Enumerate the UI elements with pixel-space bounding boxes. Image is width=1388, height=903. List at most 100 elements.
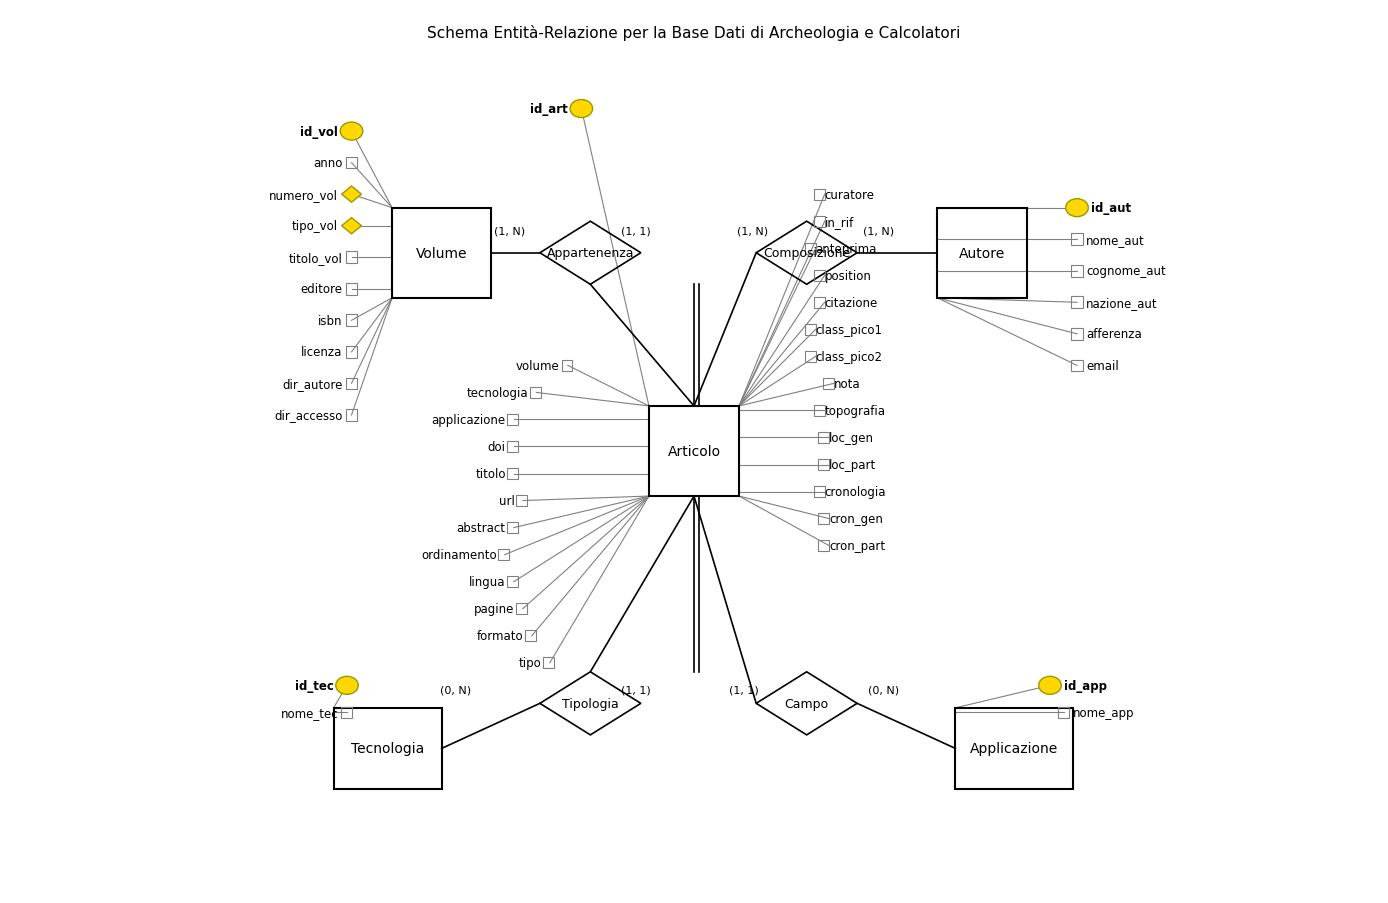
Text: (1, 1): (1, 1) [729, 685, 758, 695]
Text: in_rif: in_rif [824, 216, 854, 228]
Text: nome_tec: nome_tec [282, 706, 339, 719]
Bar [813, 217, 824, 228]
Text: Autore: Autore [959, 247, 1005, 260]
Text: nome_aut: nome_aut [1085, 234, 1145, 247]
Text: Composizione: Composizione [763, 247, 851, 260]
Bar [1058, 707, 1069, 718]
Text: titolo: titolo [475, 468, 505, 480]
Text: id_art: id_art [530, 103, 568, 116]
Bar [346, 347, 357, 358]
Bar [813, 405, 824, 416]
Bar [650, 406, 738, 497]
Text: Tecnologia: Tecnologia [351, 741, 425, 756]
Bar [526, 630, 536, 641]
Bar [333, 708, 441, 789]
Bar [1072, 234, 1083, 246]
Text: editore: editore [301, 283, 343, 296]
Text: anteprima: anteprima [816, 243, 877, 256]
Text: lingua: lingua [469, 575, 505, 589]
Text: pagine: pagine [475, 602, 515, 616]
Text: (1, N): (1, N) [737, 226, 768, 236]
Bar [1072, 297, 1083, 309]
Bar [346, 284, 357, 295]
Ellipse shape [340, 123, 362, 141]
Text: cron_part: cron_part [829, 539, 886, 553]
Bar [562, 360, 572, 371]
Text: cron_gen: cron_gen [829, 513, 883, 526]
Text: (1, 1): (1, 1) [620, 685, 651, 695]
Text: url: url [498, 495, 515, 507]
Text: Volume: Volume [416, 247, 468, 260]
Text: ordinamento: ordinamento [421, 548, 497, 562]
Text: nota: nota [834, 377, 861, 390]
Text: tecnologia: tecnologia [466, 386, 529, 399]
Polygon shape [341, 187, 361, 203]
Bar [819, 460, 829, 470]
Text: curatore: curatore [824, 189, 874, 201]
Text: id_vol: id_vol [300, 126, 339, 138]
Text: afferenza: afferenza [1085, 328, 1142, 341]
Bar [813, 271, 824, 282]
Text: (1, 1): (1, 1) [620, 226, 651, 236]
Text: loc_gen: loc_gen [829, 432, 874, 444]
Ellipse shape [570, 100, 593, 118]
Ellipse shape [1038, 676, 1062, 694]
Text: Articolo: Articolo [668, 444, 720, 459]
Bar [813, 190, 824, 200]
Bar [819, 541, 829, 552]
Bar [346, 410, 357, 422]
Text: id_app: id_app [1063, 679, 1106, 692]
Text: Schema Entità-Relazione per la Base Dati di Archeologia e Calcolatori: Schema Entità-Relazione per la Base Dati… [428, 25, 960, 41]
Bar [346, 158, 357, 169]
Bar [508, 442, 518, 452]
Text: topografia: topografia [824, 405, 886, 417]
Bar [516, 496, 527, 507]
Bar [346, 378, 357, 390]
Text: doi: doi [487, 441, 505, 453]
Text: Applicazione: Applicazione [970, 741, 1058, 756]
Text: id_tec: id_tec [294, 679, 333, 692]
Bar [530, 387, 541, 398]
Text: cronologia: cronologia [824, 486, 886, 498]
Bar [508, 523, 518, 534]
Text: Appartenenza: Appartenenza [547, 247, 634, 260]
Text: (1, N): (1, N) [494, 226, 525, 236]
Bar [823, 378, 834, 389]
Ellipse shape [336, 676, 358, 694]
Text: volume: volume [516, 359, 559, 372]
Bar [937, 209, 1027, 299]
Bar [1072, 265, 1083, 277]
Bar [1072, 360, 1083, 372]
Text: nome_app: nome_app [1073, 706, 1134, 719]
Bar [819, 433, 829, 443]
Bar [346, 315, 357, 327]
Text: abstract: abstract [457, 522, 505, 535]
Bar [516, 603, 527, 614]
Bar [955, 708, 1073, 789]
Bar [813, 298, 824, 308]
Text: isbn: isbn [318, 314, 343, 328]
Text: numero_vol: numero_vol [269, 189, 339, 201]
Text: dir_accesso: dir_accesso [275, 409, 343, 422]
Bar [1072, 329, 1083, 340]
Text: email: email [1085, 359, 1119, 372]
Ellipse shape [1066, 200, 1088, 218]
Text: id_aut: id_aut [1091, 202, 1131, 215]
Text: citazione: citazione [824, 296, 879, 310]
Bar [544, 657, 554, 668]
Text: licenza: licenza [301, 346, 343, 359]
Text: position: position [824, 269, 872, 283]
Bar [805, 324, 816, 335]
Bar [498, 550, 509, 561]
Bar [508, 414, 518, 425]
Polygon shape [341, 219, 361, 235]
Text: (1, N): (1, N) [863, 226, 894, 236]
Text: titolo_vol: titolo_vol [289, 251, 343, 265]
Text: dir_autore: dir_autore [282, 377, 343, 390]
Text: anno: anno [314, 157, 343, 170]
Bar [391, 209, 491, 299]
Bar [508, 577, 518, 588]
Text: loc_part: loc_part [829, 459, 876, 471]
Text: class_pico2: class_pico2 [816, 350, 883, 364]
Text: formato: formato [477, 629, 523, 643]
